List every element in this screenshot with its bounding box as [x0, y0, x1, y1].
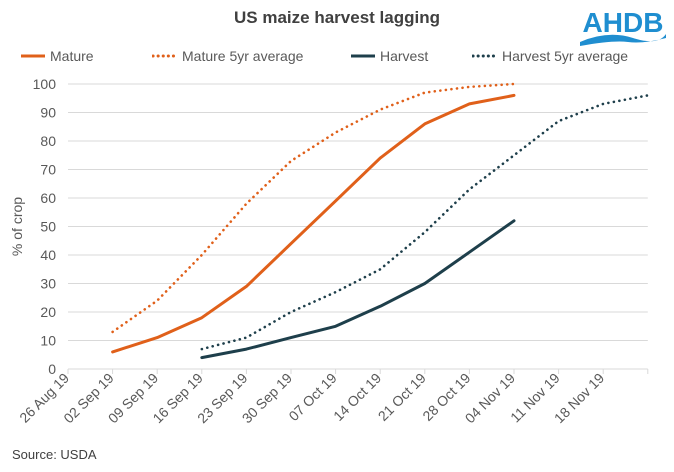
legend-label: Harvest: [380, 48, 429, 64]
y-tick-label: 100: [33, 76, 57, 92]
y-tick-label: 90: [40, 105, 56, 121]
y-tick-label: 80: [40, 133, 56, 149]
chart-title: US maize harvest lagging: [234, 8, 440, 27]
legend-label: Mature 5yr average: [182, 48, 304, 64]
y-tick-label: 70: [40, 162, 56, 178]
y-tick-label: 0: [48, 361, 56, 377]
legend-label: Mature: [50, 48, 94, 64]
legend-swatch: [21, 54, 45, 58]
y-axis-label: % of crop: [9, 197, 25, 256]
series-line-harvest-5yr-average: [200, 94, 650, 351]
y-tick-label: 20: [40, 304, 56, 320]
ahdb-logo: AHDB: [578, 4, 668, 48]
series-line-harvest: [200, 219, 516, 360]
legend-item: Harvest 5yr average: [472, 48, 628, 64]
x-tick-label: 14 Oct 19: [330, 370, 384, 424]
y-tick-label: 10: [40, 333, 56, 349]
legend-item: Harvest: [350, 48, 428, 64]
series-line-mature-5yr-average: [111, 82, 516, 334]
y-tick-label: 60: [40, 190, 56, 206]
legend: Mature Mature 5yr average Harvest Harvest 5…: [0, 48, 674, 70]
legend-item: Mature: [20, 48, 94, 64]
y-tick-label: 30: [40, 276, 56, 292]
legend-swatch: [351, 54, 375, 58]
x-tick-label: 07 Oct 19: [285, 370, 339, 424]
legend-label: Harvest 5yr average: [502, 48, 629, 64]
legend-swatch: [152, 54, 178, 58]
y-tick-label: 50: [40, 219, 56, 235]
x-tick-label: 21 Oct 19: [375, 370, 429, 424]
series-line-mature: [111, 93, 516, 354]
source-note: Source: USDA: [12, 447, 97, 462]
legend-item: Mature 5yr average: [152, 48, 303, 64]
svg-text:AHDB: AHDB: [583, 7, 664, 38]
legend-swatch: [472, 54, 498, 58]
y-tick-label: 40: [40, 247, 56, 263]
